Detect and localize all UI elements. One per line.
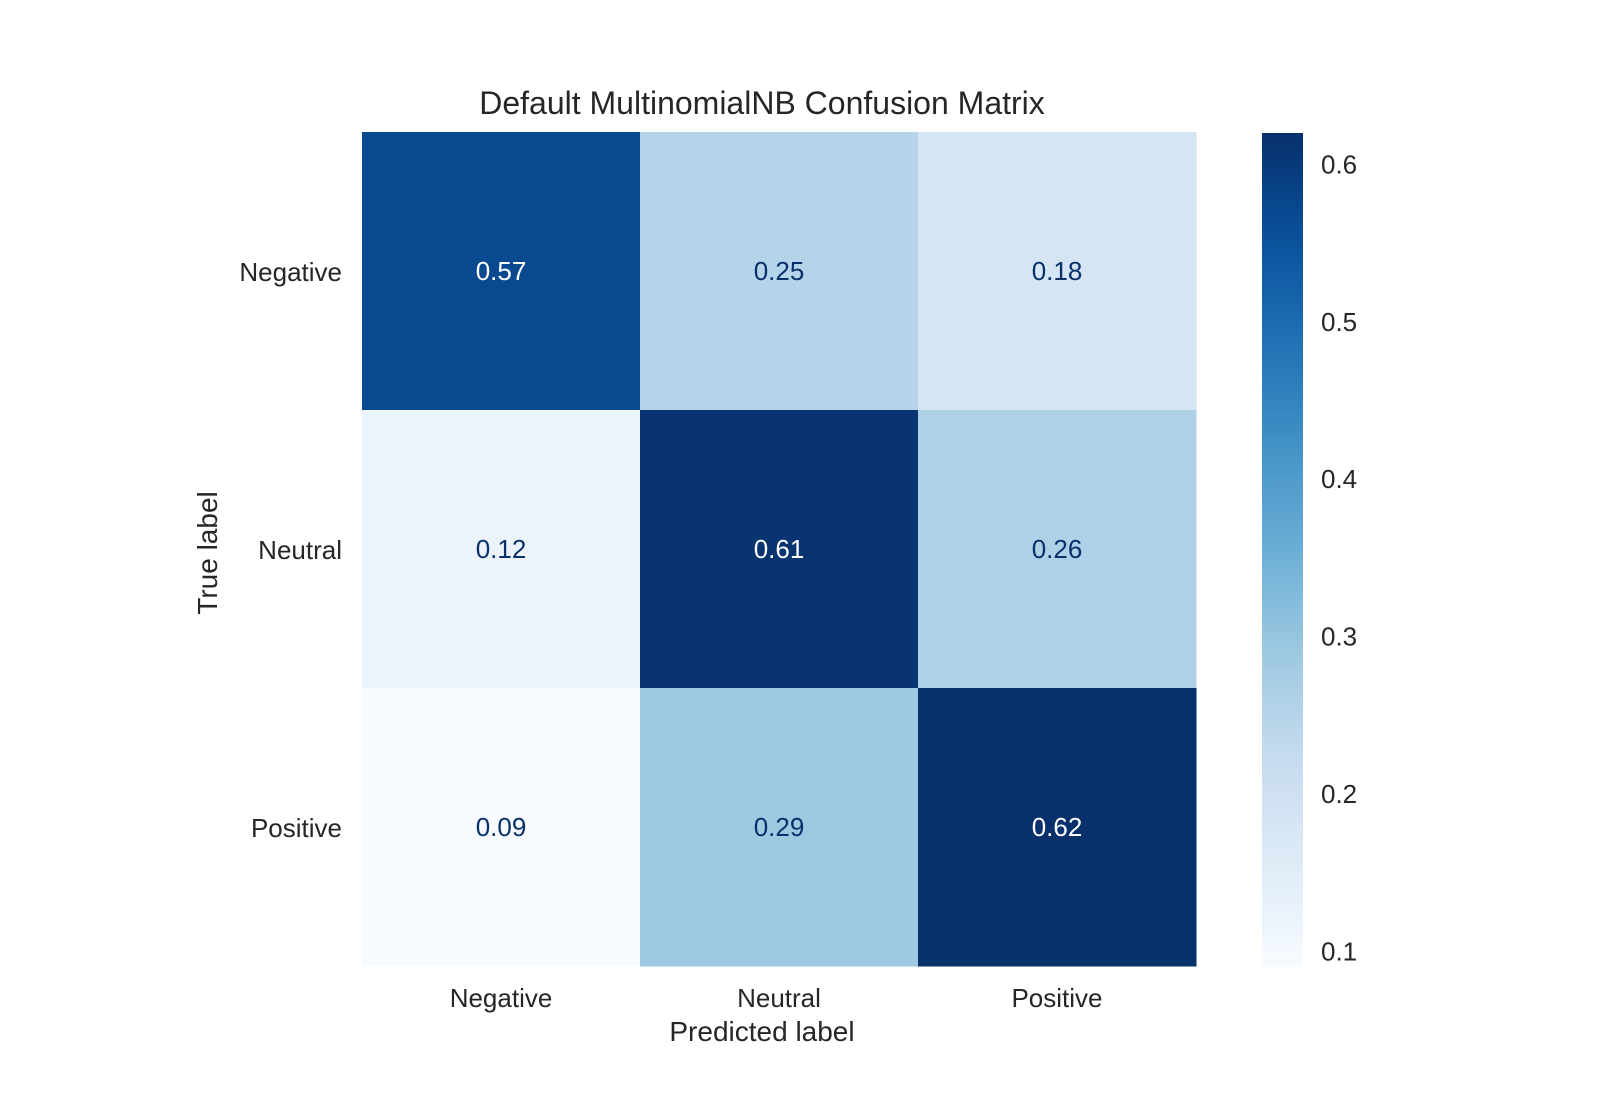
y-axis-label: True label [192,491,223,614]
chart-title: Default MultinomialNB Confusion Matrix [479,85,1045,121]
y-axis-tick-labels: Negative Neutral Positive [239,257,342,843]
y-tick-label: Positive [251,813,342,843]
cell-value-label: 0.09 [476,812,527,842]
colorbar-tick-label: 0.5 [1321,307,1357,337]
heatmap-cell [640,410,919,689]
cell-value-label: 0.12 [476,534,527,564]
colorbar-tick-label: 0.4 [1321,464,1357,494]
colorbar-tick-label: 0.1 [1321,936,1357,966]
colorbar-tick-label: 0.3 [1321,622,1357,652]
heatmap-value-labels: 0.57 0.25 0.18 0.12 0.61 0.26 0.09 0.29 0.62 [476,256,1083,842]
cell-value-label: 0.26 [1032,534,1083,564]
heatmap-cell [362,688,641,967]
x-tick-label: Positive [1011,983,1102,1013]
colorbar-tick-label: 0.2 [1321,779,1357,809]
heatmap-cell [362,132,641,411]
heatmap-cells [362,132,1197,967]
heatmap-cell [362,410,641,689]
x-tick-label: Neutral [737,983,821,1013]
y-tick-label: Negative [239,257,342,287]
colorbar-tick-label: 0.6 [1321,149,1357,179]
x-tick-label: Negative [450,983,553,1013]
heatmap-cell [640,132,919,411]
heatmap-cell [918,132,1197,411]
cell-value-label: 0.25 [754,256,805,286]
cell-value-label: 0.61 [754,534,805,564]
cell-value-label: 0.62 [1032,812,1083,842]
cell-value-label: 0.18 [1032,256,1083,286]
cell-value-label: 0.57 [476,256,527,286]
cell-value-label: 0.29 [754,812,805,842]
x-axis-label: Predicted label [669,1016,854,1047]
y-tick-label: Neutral [258,535,342,565]
colorbar-tick-labels: 0.1 0.2 0.3 0.4 0.5 0.6 [1321,149,1357,966]
heatmap-cell [918,410,1197,689]
x-axis-tick-labels: Negative Neutral Positive [450,983,1103,1013]
heatmap-cell [918,688,1197,967]
colorbar [1262,133,1303,967]
heatmap-cell [640,688,919,967]
